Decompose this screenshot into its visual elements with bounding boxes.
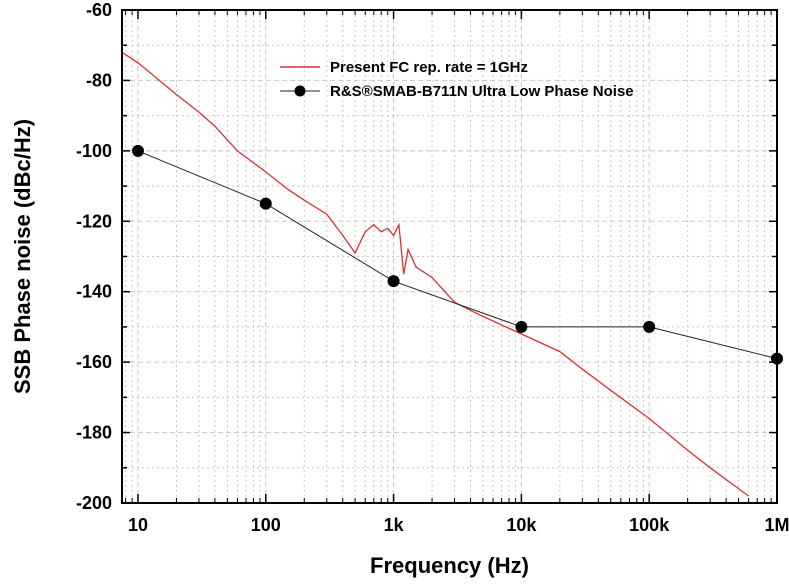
x-tick-label: 1M bbox=[764, 515, 789, 535]
axis-ticks: 10 100 1k 10k 100k 1M -60 -80 -100 -120 -140 -160 -1… bbox=[76, 0, 789, 535]
y-tick-label: -160 bbox=[76, 352, 112, 372]
y-tick-label: -60 bbox=[86, 0, 112, 20]
y-tick-label: -80 bbox=[86, 70, 112, 90]
y-tick-label: -100 bbox=[76, 141, 112, 161]
x-tick-label: 100 bbox=[251, 515, 281, 535]
data-point bbox=[387, 275, 400, 288]
legend-label-2: R&S®SMAB-B711N Ultra Low Phase Noise bbox=[330, 83, 634, 100]
legend-marker-2 bbox=[294, 85, 306, 97]
x-tick-label: 10 bbox=[128, 515, 148, 535]
y-axis-label: SSB Phase noise (dBc/Hz) bbox=[10, 119, 35, 394]
data-point bbox=[131, 144, 144, 157]
y-tick-label: -120 bbox=[76, 211, 112, 231]
x-axis-label: Frequency (Hz) bbox=[370, 553, 529, 578]
y-tick-label: -200 bbox=[76, 493, 112, 513]
series-line-2 bbox=[137, 150, 778, 360]
y-tick-label: -140 bbox=[76, 282, 112, 302]
data-point bbox=[259, 197, 272, 210]
series-line-1 bbox=[121, 51, 749, 497]
legend: Present FC rep. rate = 1GHz R&S®SMAB-B711… bbox=[280, 59, 634, 100]
x-tick-label: 1k bbox=[384, 515, 405, 535]
x-tick-label: 10k bbox=[506, 515, 537, 535]
data-point bbox=[643, 320, 656, 333]
data-point bbox=[515, 320, 528, 333]
legend-label-1: Present FC rep. rate = 1GHz bbox=[330, 59, 528, 76]
y-tick-label: -180 bbox=[76, 423, 112, 443]
x-tick-label: 100k bbox=[629, 515, 670, 535]
grid-lines bbox=[122, 9, 778, 504]
